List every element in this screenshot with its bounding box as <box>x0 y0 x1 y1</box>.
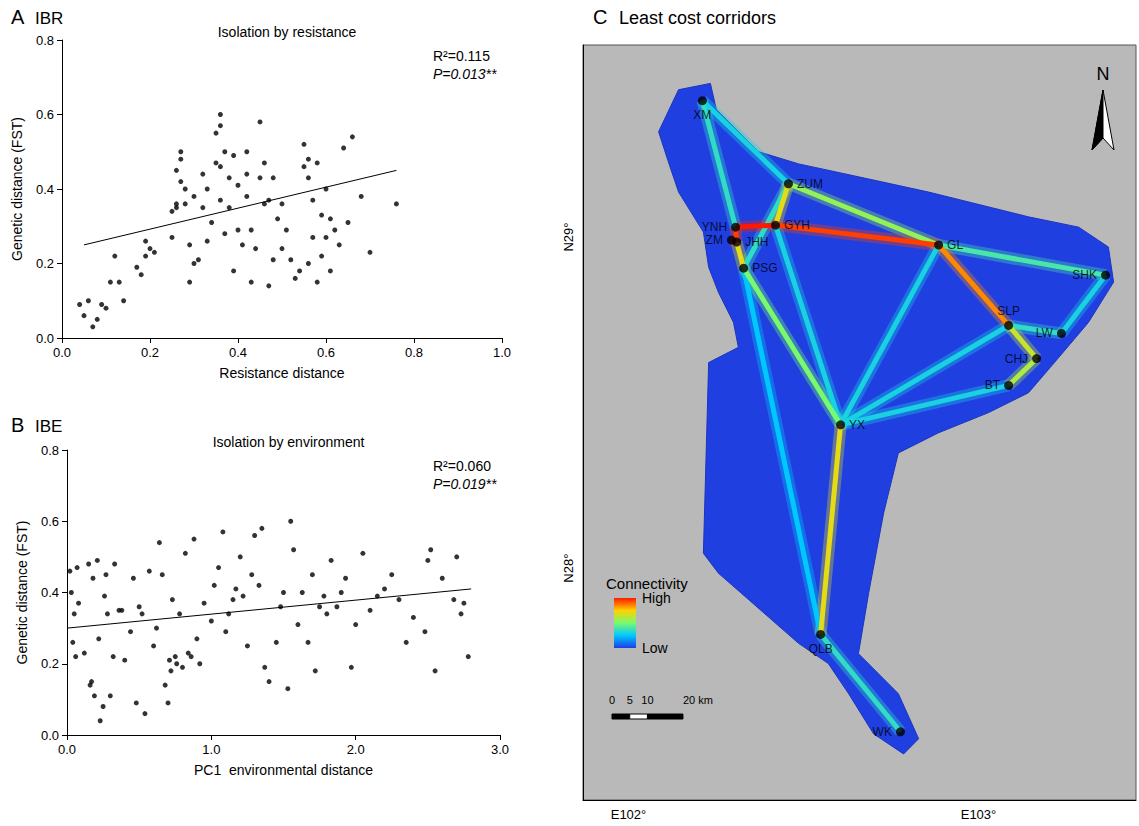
svg-text:N: N <box>1097 64 1110 84</box>
svg-text:5: 5 <box>627 694 633 706</box>
svg-text:PC1 environmental distance: PC1 environmental distance <box>194 762 373 778</box>
svg-text:Genetic distance (FST): Genetic distance (FST) <box>9 117 25 261</box>
svg-text:Least cost corridors: Least cost corridors <box>619 8 776 28</box>
svg-text:XM: XM <box>693 108 711 122</box>
svg-text:YNH: YNH <box>702 220 727 234</box>
svg-text:0.8: 0.8 <box>36 33 54 48</box>
svg-text:A: A <box>11 6 25 28</box>
svg-text:1.0: 1.0 <box>493 345 511 360</box>
svg-text:CHJ: CHJ <box>1005 352 1028 366</box>
svg-text:ZUM: ZUM <box>797 177 823 191</box>
svg-text:LW: LW <box>1036 326 1054 340</box>
svg-text:GL: GL <box>947 238 963 252</box>
svg-text:0.4: 0.4 <box>36 182 54 197</box>
svg-text:Isolation by resistance: Isolation by resistance <box>218 24 357 40</box>
svg-text:Connectivity: Connectivity <box>606 575 688 592</box>
svg-text:Low: Low <box>642 640 669 656</box>
svg-text:1.0: 1.0 <box>202 742 220 757</box>
svg-text:20 km: 20 km <box>683 694 713 706</box>
svg-text:ZM: ZM <box>706 233 723 247</box>
svg-text:QLB: QLB <box>809 642 833 656</box>
svg-text:0.2: 0.2 <box>141 345 159 360</box>
svg-text:0.0: 0.0 <box>53 345 71 360</box>
svg-text:0.0: 0.0 <box>36 331 54 346</box>
svg-text:N28°: N28° <box>561 554 576 583</box>
svg-text:Isolation by environment: Isolation by environment <box>213 434 365 450</box>
svg-text:0.2: 0.2 <box>36 256 54 271</box>
svg-text:0.4: 0.4 <box>229 345 247 360</box>
svg-text:P=0.013**: P=0.013** <box>433 66 497 82</box>
svg-text:E103°: E103° <box>961 807 997 822</box>
svg-text:GYH: GYH <box>784 218 810 232</box>
svg-text:0.8: 0.8 <box>41 443 59 458</box>
svg-text:0: 0 <box>609 694 615 706</box>
svg-text:P=0.019**: P=0.019** <box>433 476 497 492</box>
svg-text:N29°: N29° <box>561 223 576 252</box>
svg-text:High: High <box>642 590 671 606</box>
svg-text:3.0: 3.0 <box>491 742 509 757</box>
svg-text:IBR: IBR <box>35 9 63 28</box>
svg-text:0.6: 0.6 <box>317 345 335 360</box>
svg-text:0.0: 0.0 <box>58 742 76 757</box>
svg-text:SHK: SHK <box>1072 268 1097 282</box>
svg-text:R²=0.060: R²=0.060 <box>433 458 491 474</box>
svg-text:WK: WK <box>873 725 892 739</box>
svg-text:2.0: 2.0 <box>347 742 365 757</box>
svg-text:0.8: 0.8 <box>405 345 423 360</box>
svg-text:0.6: 0.6 <box>41 514 59 529</box>
svg-text:SLP: SLP <box>997 304 1020 318</box>
svg-text:R²=0.115: R²=0.115 <box>433 48 490 64</box>
svg-text:Genetic distance (FST): Genetic distance (FST) <box>14 521 30 665</box>
svg-text:Resistance distance: Resistance distance <box>219 365 345 381</box>
svg-text:0.2: 0.2 <box>41 656 59 671</box>
svg-text:YX: YX <box>849 418 865 432</box>
svg-text:10: 10 <box>641 694 653 706</box>
svg-text:0.4: 0.4 <box>41 585 59 600</box>
svg-text:JHH: JHH <box>745 235 768 249</box>
svg-text:BT: BT <box>985 378 1001 392</box>
svg-text:PSG: PSG <box>752 261 777 275</box>
svg-text:0.0: 0.0 <box>41 728 59 743</box>
svg-text:C: C <box>593 6 607 28</box>
svg-text:E102°: E102° <box>611 807 647 822</box>
svg-text:B: B <box>11 414 24 436</box>
svg-text:IBE: IBE <box>35 417 62 436</box>
svg-text:0.6: 0.6 <box>36 107 54 122</box>
